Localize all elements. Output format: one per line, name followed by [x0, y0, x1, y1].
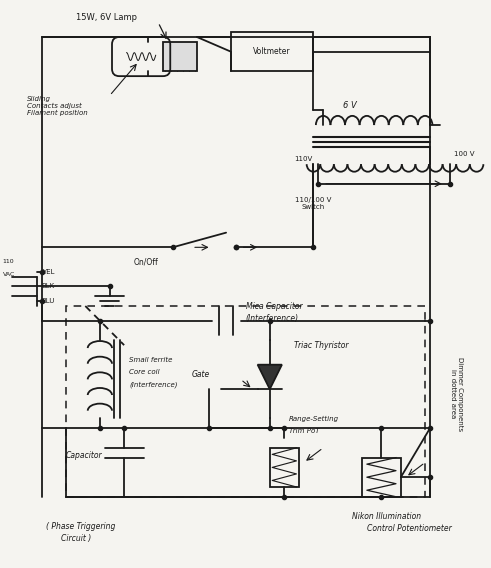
Text: BLU: BLU: [42, 298, 55, 304]
Bar: [66, 306, 425, 497]
Text: (Interference): (Interference): [129, 381, 177, 387]
Polygon shape: [258, 365, 282, 389]
Text: Control Potentiometer: Control Potentiometer: [367, 524, 452, 533]
Text: On/Off: On/Off: [134, 257, 159, 266]
Text: Dimmer Components
in dotted area: Dimmer Components in dotted area: [450, 357, 463, 431]
Text: (Interference): (Interference): [246, 314, 299, 323]
Text: Nikon Illumination: Nikon Illumination: [353, 512, 421, 521]
Text: YEL: YEL: [42, 269, 54, 275]
Text: Voltmeter: Voltmeter: [253, 47, 291, 56]
Text: 110: 110: [3, 260, 14, 265]
Text: ( Phase Triggering: ( Phase Triggering: [47, 521, 116, 531]
Text: 110/100 V
Switch: 110/100 V Switch: [295, 197, 331, 210]
Text: 15W, 6V Lamp: 15W, 6V Lamp: [76, 13, 136, 22]
Text: Gate: Gate: [192, 370, 210, 379]
Text: 100 V: 100 V: [454, 152, 475, 157]
Text: 6 V: 6 V: [343, 101, 356, 110]
Text: VAC: VAC: [3, 272, 15, 277]
Text: Core coil: Core coil: [129, 369, 160, 375]
Bar: [163, 42, 197, 71]
Text: Small ferrite: Small ferrite: [129, 357, 172, 363]
Text: Trim PoT: Trim PoT: [289, 428, 320, 434]
Text: Capacitor: Capacitor: [66, 450, 103, 460]
Text: Range-Setting: Range-Setting: [289, 415, 339, 421]
Bar: [362, 458, 401, 497]
Text: 110V: 110V: [294, 156, 312, 162]
Text: BLK: BLK: [42, 283, 55, 290]
Text: Sliding
Contacts adjust
Filament position: Sliding Contacts adjust Filament positio…: [27, 95, 88, 116]
Bar: [270, 448, 299, 487]
Text: Mica Capacitor: Mica Capacitor: [246, 302, 302, 311]
Bar: [231, 32, 313, 71]
Text: Circuit ): Circuit ): [61, 534, 91, 543]
Text: Triac Thyristor: Triac Thyristor: [294, 341, 349, 350]
